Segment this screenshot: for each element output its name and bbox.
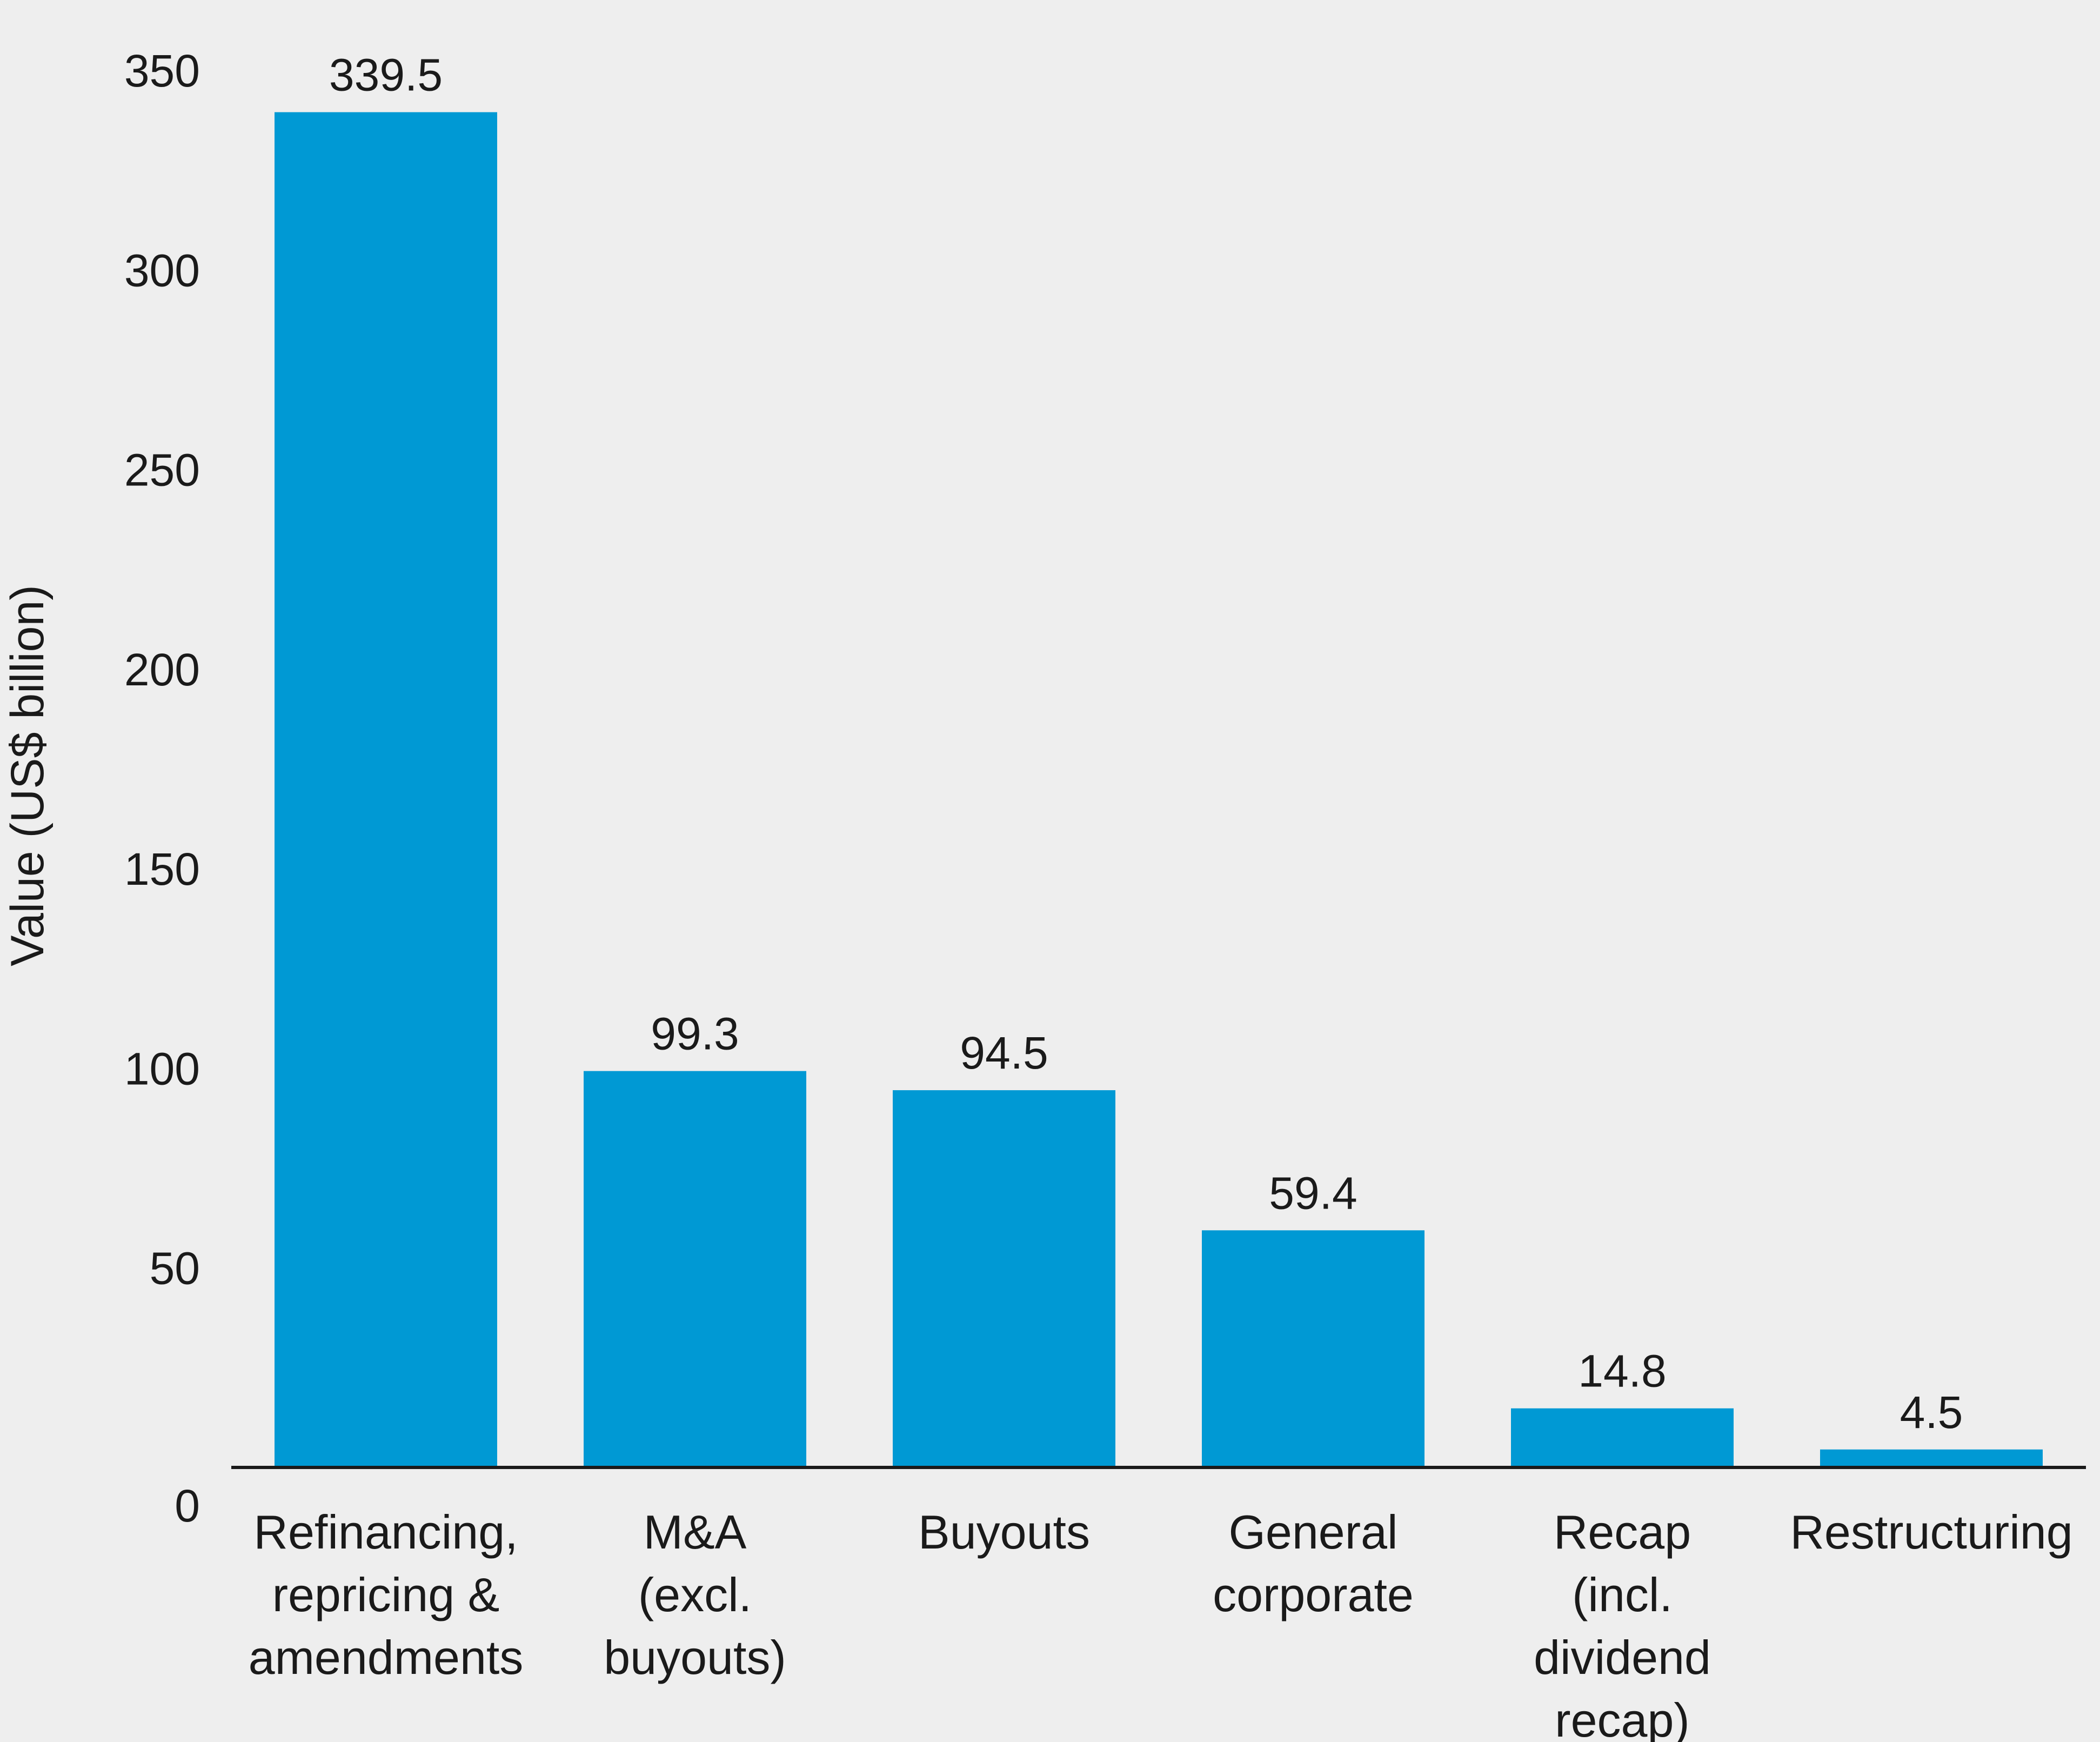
bar xyxy=(893,1090,1115,1467)
category-label: M&A (excl. buyouts) xyxy=(604,1505,786,1684)
bar-value-label: 4.5 xyxy=(1900,1387,1963,1438)
y-tick-label: 200 xyxy=(124,644,200,695)
y-axis-ticks: 0 50 100 150 200 250 300 350 xyxy=(124,45,200,1531)
y-tick-label: 100 xyxy=(124,1043,200,1094)
bar xyxy=(1202,1230,1424,1467)
category-label-line: (incl. xyxy=(1572,1568,1673,1621)
category-label-line: buyouts) xyxy=(604,1631,786,1684)
bar-value-label: 94.5 xyxy=(960,1027,1048,1078)
category-label-line: recap) xyxy=(1555,1693,1689,1742)
bar xyxy=(584,1071,806,1467)
bar xyxy=(275,112,497,1467)
category-label-line: Buyouts xyxy=(918,1505,1090,1559)
category-labels: Refinancing, repricing & amendments M&A (exc… xyxy=(249,1505,2073,1742)
category-label-line: repricing & xyxy=(272,1568,500,1621)
bars xyxy=(275,112,2043,1467)
category-label-line: Recap xyxy=(1554,1505,1691,1559)
bar xyxy=(1511,1408,1734,1467)
y-tick-label: 300 xyxy=(124,245,200,296)
y-axis-title-group: Value (US$ billion) xyxy=(2,585,53,966)
category-label: Restructuring xyxy=(1790,1505,2072,1559)
category-label: Recap (incl. dividend recap) xyxy=(1534,1505,1711,1742)
bar-value-label: 14.8 xyxy=(1578,1346,1667,1397)
y-tick-label: 150 xyxy=(124,844,200,895)
bar-value-label: 99.3 xyxy=(651,1009,739,1059)
category-label: Refinancing, repricing & amendments xyxy=(249,1505,524,1684)
y-tick-label: 50 xyxy=(150,1243,200,1294)
category-label-line: (excl. xyxy=(638,1568,752,1621)
category-label-line: dividend xyxy=(1534,1631,1711,1684)
category-label-line: M&A xyxy=(644,1505,747,1559)
category-label-line: General xyxy=(1228,1505,1397,1559)
y-tick-label: 350 xyxy=(124,45,200,96)
category-label: Buyouts xyxy=(918,1505,1090,1559)
bar-value-label: 339.5 xyxy=(329,50,443,101)
y-tick-label: 250 xyxy=(124,445,200,496)
category-label: General corporate xyxy=(1213,1505,1414,1621)
category-label-line: corporate xyxy=(1213,1568,1414,1621)
category-label-line: Restructuring xyxy=(1790,1505,2072,1559)
bar-value-label: 59.4 xyxy=(1269,1167,1357,1218)
value-labels: 339.5 99.3 94.5 59.4 14.8 4.5 xyxy=(329,50,1963,1438)
bar xyxy=(1820,1449,2043,1467)
y-axis-title: Value (US$ billion) xyxy=(2,585,53,966)
category-label-line: Refinancing, xyxy=(253,1505,518,1559)
category-label-line: amendments xyxy=(249,1631,524,1684)
y-tick-label: 0 xyxy=(175,1480,200,1531)
